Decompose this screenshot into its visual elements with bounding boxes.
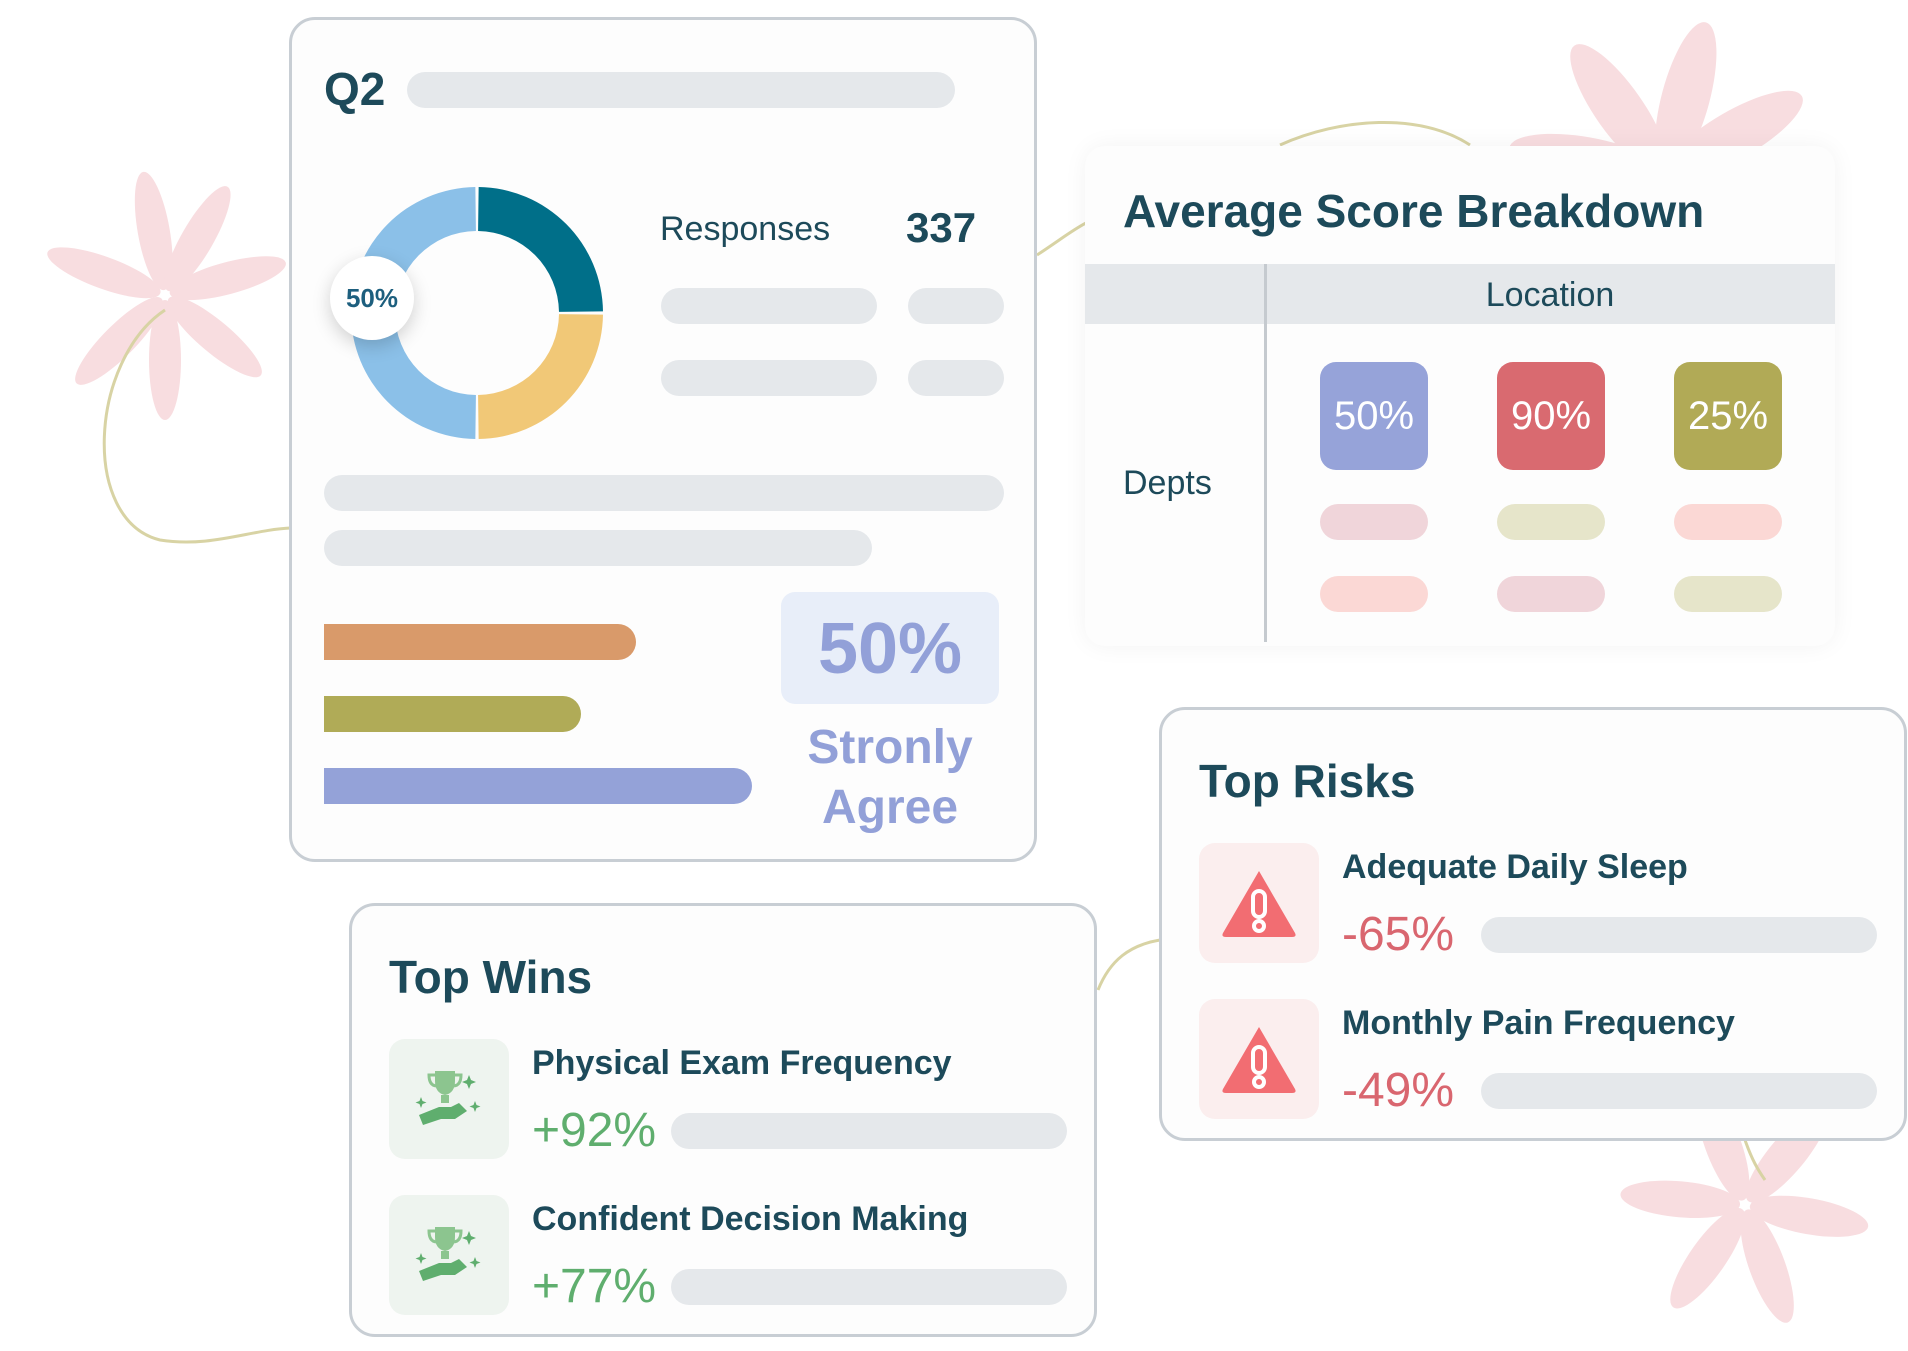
- card-title: Top Risks: [1199, 755, 1416, 807]
- placeholder-bar: [1320, 576, 1428, 612]
- score-tile: 90%: [1497, 362, 1605, 470]
- highlight-label-line2: Agree: [821, 781, 959, 834]
- placeholder-bar: [671, 1269, 1067, 1305]
- connector-curve: [1743, 1139, 1767, 1181]
- panel-title: Average Score Breakdown: [1123, 185, 1705, 237]
- placeholder-bar: [324, 475, 1004, 511]
- placeholder-bar: [324, 530, 872, 566]
- risk-value: -49%: [1342, 1064, 1455, 1117]
- placeholder-bar: [671, 1113, 1067, 1149]
- connector-curve: [102, 308, 291, 544]
- card-title: Q2: [324, 63, 386, 115]
- warning-triangle-icon: [1222, 871, 1296, 937]
- column-header: Location: [1485, 276, 1615, 314]
- placeholder-bar: [1481, 917, 1877, 953]
- win-label: Physical Exam Frequency: [532, 1044, 952, 1082]
- bar-orange: [324, 624, 636, 660]
- win-icon-box: [389, 1195, 509, 1315]
- highlight-box: [781, 592, 999, 704]
- score-breakdown-panel: Average Score Breakdown Location Depts 5…: [1085, 146, 1835, 646]
- score-tile: 50%: [1320, 362, 1428, 470]
- responses-value: 337: [906, 204, 977, 251]
- placeholder-bar: [1481, 1073, 1877, 1109]
- win-value: +77%: [532, 1260, 657, 1313]
- placeholder-bar: [1497, 504, 1605, 540]
- flower-left-icon: [47, 171, 286, 420]
- trophy-handshake-icon: [415, 1071, 481, 1125]
- score-tile: 25%: [1674, 362, 1782, 470]
- bar-olive: [324, 696, 581, 732]
- q2-summary-card: Q2 50% Responses 337 50% Stronly Agree: [289, 17, 1037, 862]
- column-divider: [1264, 264, 1267, 642]
- top-risks-card: Top Risks Adequate Daily Sleep -65% Mont…: [1159, 707, 1907, 1141]
- trophy-handshake-icon: [415, 1227, 481, 1281]
- donut-chart: [350, 187, 603, 439]
- card-title: Top Wins: [389, 951, 593, 1003]
- donut-center-badge: 50%: [330, 256, 414, 340]
- risk-label: Adequate Daily Sleep: [1342, 848, 1688, 886]
- donut-segment-light-blue: [350, 187, 476, 439]
- donut-segment-teal: [478, 187, 603, 312]
- title-placeholder-bar: [407, 72, 955, 108]
- table-header-band: [1085, 264, 1835, 324]
- row-header: Depts: [1123, 464, 1212, 502]
- risk-value: -65%: [1342, 908, 1455, 961]
- placeholder-bar: [1320, 504, 1428, 540]
- placeholder-bar: [908, 288, 1004, 324]
- win-icon-box: [389, 1039, 509, 1159]
- donut-segment-yellow: [478, 314, 603, 439]
- highlight-label-line1: Stronly: [807, 721, 973, 774]
- placeholder-bar: [661, 360, 877, 396]
- connector-curve: [1096, 938, 1161, 991]
- connector-curve: [1279, 120, 1471, 147]
- responses-label: Responses: [660, 210, 831, 248]
- risk-icon-box: [1199, 999, 1319, 1119]
- placeholder-bar: [908, 360, 1004, 396]
- placeholder-bar: [1674, 576, 1782, 612]
- win-value: +92%: [532, 1104, 657, 1157]
- risk-label: Monthly Pain Frequency: [1342, 1004, 1735, 1042]
- bar-periwinkle: [324, 768, 752, 804]
- warning-triangle-icon: [1222, 1027, 1296, 1093]
- highlight-value: 50%: [817, 609, 963, 689]
- placeholder-bar: [1674, 504, 1782, 540]
- win-label: Confident Decision Making: [532, 1200, 969, 1238]
- placeholder-bar: [1497, 576, 1605, 612]
- connector-curve: [1036, 220, 1089, 257]
- placeholder-bar: [661, 288, 877, 324]
- risk-icon-box: [1199, 843, 1319, 963]
- top-wins-card: Top Wins Physical Exam Frequency +92% Co…: [349, 903, 1097, 1337]
